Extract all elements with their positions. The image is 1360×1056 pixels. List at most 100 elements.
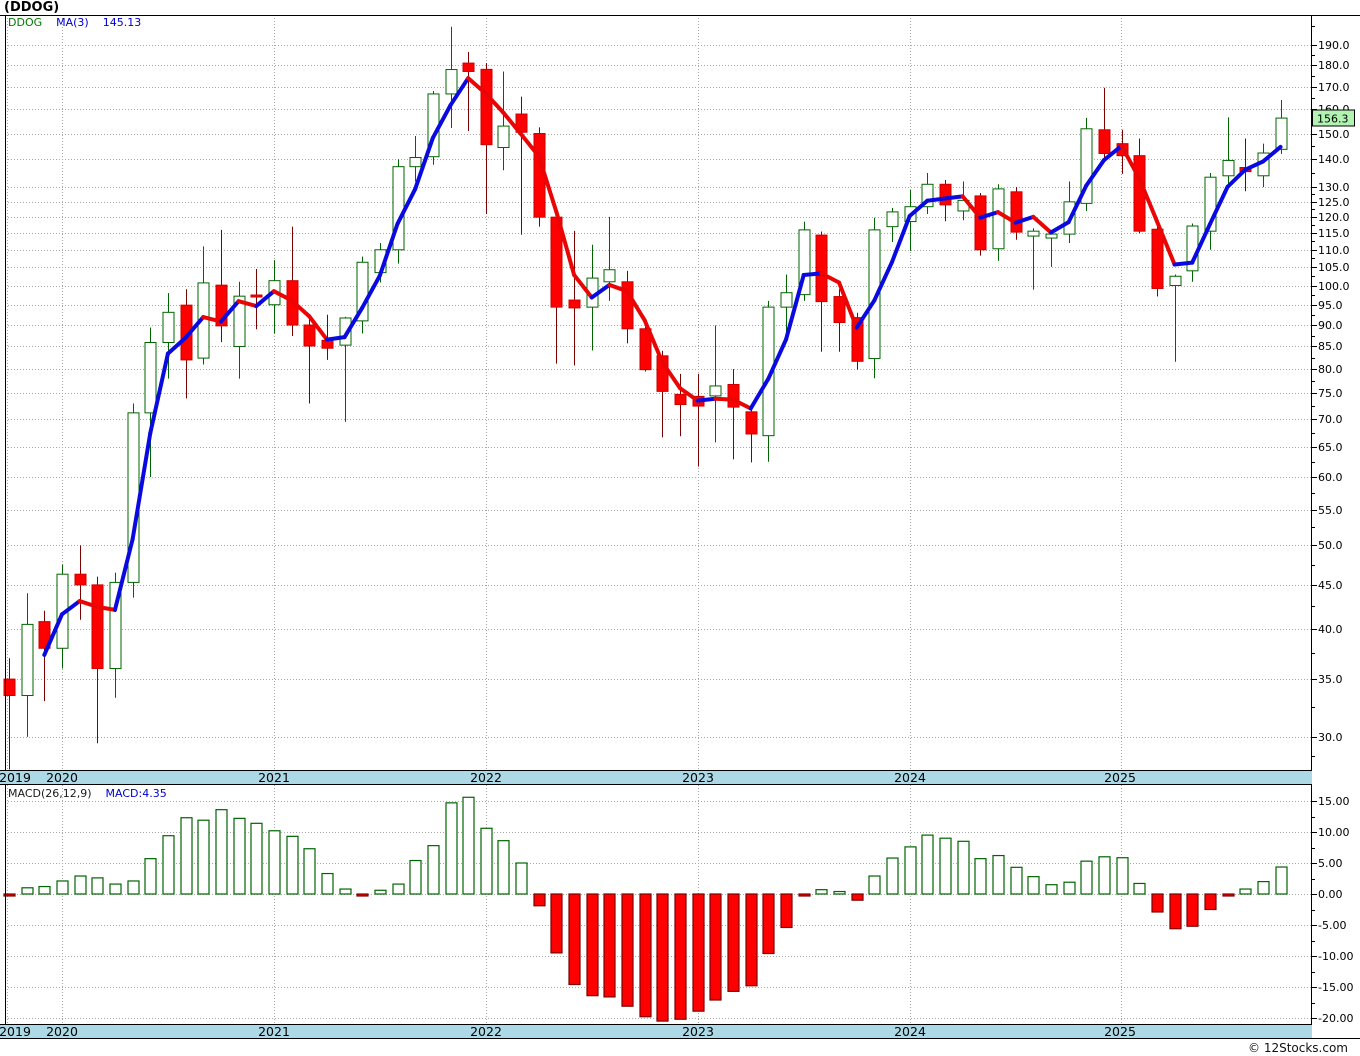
- year-label: 2020: [46, 1024, 78, 1039]
- ma3-segment: [625, 289, 647, 323]
- macd-bar: [21, 887, 34, 895]
- macd-value-label: MACD:4.35: [105, 787, 167, 800]
- axis-tick-label: 125.0: [1318, 196, 1350, 209]
- macd-bar: [286, 835, 299, 895]
- ma3-segment: [890, 214, 912, 265]
- ma3-segment: [748, 376, 771, 411]
- axis-tick-label: 35.0: [1318, 673, 1343, 686]
- macd-bar: [780, 893, 793, 929]
- macd-bar: [3, 893, 16, 897]
- candle-body: [462, 62, 475, 72]
- ma3-segment: [1225, 167, 1248, 189]
- candle-body: [745, 411, 758, 435]
- macd-bar: [1169, 893, 1182, 930]
- macd-bar: [303, 848, 316, 895]
- ma3-segment: [519, 132, 541, 159]
- axis-tick-label: 80.0: [1318, 363, 1343, 376]
- candle-body: [798, 229, 811, 296]
- candle-body: [639, 328, 652, 371]
- ma3-segment: [731, 397, 753, 411]
- axis-tick-label: 130.0: [1318, 181, 1350, 194]
- ma3-segment: [42, 612, 64, 657]
- macd-bar: [533, 893, 546, 907]
- macd-bar: [1257, 880, 1270, 895]
- macd-bar: [815, 889, 828, 895]
- macd-bar: [215, 809, 228, 895]
- macd-bar: [639, 893, 652, 1018]
- macd-legend: MACD(26,12,9) MACD:4.35: [8, 788, 181, 800]
- candle-body: [621, 281, 634, 330]
- axis-tick-label: 85.0: [1318, 340, 1343, 353]
- macd-bar: [356, 893, 369, 897]
- year-label: 2021: [258, 1024, 290, 1039]
- macd-bar: [586, 893, 599, 997]
- copyright-text: © 12Stocks.com: [1248, 1041, 1348, 1055]
- ma3-segment: [165, 335, 188, 356]
- legend-symbol: DDOG: [8, 16, 43, 29]
- year-label: 2023: [682, 770, 714, 785]
- macd-bar: [462, 796, 475, 895]
- ma3-segment: [572, 272, 594, 300]
- candle-body: [568, 299, 581, 309]
- candle-body: [921, 183, 934, 208]
- candle-body: [727, 383, 740, 408]
- ma3-segment: [642, 318, 665, 365]
- ma3-segment: [254, 289, 276, 309]
- ma3-segment: [395, 187, 418, 226]
- ma3-segment: [1190, 222, 1212, 265]
- year-label: 2021: [258, 770, 290, 785]
- candle-body: [38, 621, 51, 649]
- macd-bar: [886, 857, 899, 895]
- macd-bar: [374, 889, 387, 895]
- ma3-segment: [430, 103, 453, 140]
- macd-bar: [833, 890, 846, 895]
- axis-tick-label: 50.0: [1318, 539, 1343, 552]
- ma3-segment: [236, 299, 259, 309]
- ma3-segment: [289, 298, 312, 319]
- axis-tick-label: 140.0: [1318, 153, 1350, 166]
- candle-body: [992, 188, 1005, 250]
- axis-tick-label: -20.00: [1318, 1012, 1353, 1025]
- year-label: 2024: [894, 1024, 926, 1039]
- macd-bar: [445, 802, 458, 895]
- year-label: 2019: [0, 1024, 31, 1039]
- chart-bottom-border: [0, 1038, 1360, 1039]
- ma3-segment: [925, 196, 947, 203]
- macd-bar: [268, 830, 281, 895]
- macd-bar: [550, 893, 563, 954]
- page-title: (DDOG): [4, 0, 60, 15]
- ma3-segment: [342, 305, 365, 340]
- ma3-segment: [995, 210, 1018, 225]
- macd-bar: [1063, 881, 1076, 895]
- ma3-segment: [907, 198, 930, 219]
- candle-body: [356, 261, 369, 322]
- candlestick-series: [3, 26, 1288, 770]
- macd-bar: [992, 854, 1005, 895]
- candle-body: [1151, 228, 1164, 290]
- ma3-segment: [271, 289, 294, 303]
- macd-bar: [621, 893, 634, 1007]
- axis-tick-label: 75.0: [1318, 387, 1343, 400]
- macd-bar: [91, 877, 104, 895]
- macd-bar: [762, 893, 775, 955]
- ma3-segment: [1154, 219, 1177, 267]
- last-price-badge: 156.3: [1312, 109, 1355, 127]
- macd-bar: [38, 885, 51, 895]
- candle-body: [1045, 233, 1058, 239]
- ma3-segment: [1207, 184, 1230, 227]
- ma3-segment: [766, 337, 789, 381]
- macd-bar: [427, 845, 440, 895]
- year-label: 2025: [1104, 1024, 1136, 1039]
- macd-bar: [233, 817, 246, 895]
- candle-body: [780, 292, 793, 308]
- candle-body: [303, 324, 316, 347]
- ma3-segment: [1031, 214, 1053, 235]
- candle-body: [974, 195, 987, 251]
- macd-bar: [74, 875, 87, 895]
- ma3-segment: [554, 210, 577, 277]
- axis-tick-label: 170.0: [1318, 81, 1350, 94]
- candle-body: [851, 317, 864, 362]
- candle-body: [603, 269, 616, 283]
- ma3-segment: [1243, 159, 1265, 172]
- legend-ma-value: 145.13: [102, 16, 142, 29]
